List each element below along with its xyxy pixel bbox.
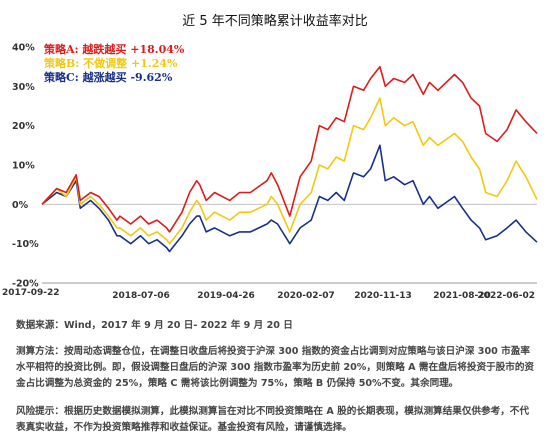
legend-entry: 策略B: 不做调整 +1.24% [43,56,178,70]
data-source-note: 数据来源：Wind，2017 年 9 月 20 日- 2022 年 9 月 20… [16,320,293,331]
y-tick-label: 40% [12,43,35,54]
y-tick-label: 30% [12,82,35,93]
x-tick-label: 2022-06-02 [477,291,535,300]
series-line-2 [41,97,538,245]
y-tick-label: 10% [12,161,35,172]
x-tick-label: 2020-02-07 [277,291,335,300]
legend-entry: 策略A: 越跌越买 +18.04% [43,42,185,56]
y-tick-label: -20% [12,279,39,290]
x-tick-label: 2020-11-13 [354,291,412,300]
y-tick-label: -10% [12,239,39,250]
method-note: 测算方法：按周动态调整仓位，在调整日收盘后将投资于沪深 300 指数的资金占比调… [16,346,535,389]
x-tick-label: 2018-07-06 [112,291,170,300]
series-line-1 [41,65,538,233]
x-tick-label: 2017-09-22 [2,288,60,298]
chart-series [41,65,538,253]
chart-title: 近 5 年不同策略累计收益率对比 [182,14,368,29]
risk-note: 风险提示：根据历史数据模拟测算，此模拟测算旨在对比不同投资策略在 A 股的长期表… [16,406,529,433]
series-line-3 [41,144,538,253]
x-tick-label: 2019-04-26 [197,291,255,300]
y-tick-label: 20% [12,121,35,132]
y-tick-label: 0% [12,200,29,211]
chart-legend: 策略A: 越跌越买 +18.04%策略B: 不做调整 +1.24%策略C: 越涨… [43,42,185,84]
chart-axes: -20% -10% 0% 10% 20% 30% 40% 2017-09-22 2018-07-… [2,43,537,300]
legend-entry: 策略C: 越涨越买 -9.62% [43,70,173,84]
x-tick-label: 2021-08-20 [433,291,491,300]
line-chart: -20% -10% 0% 10% 20% 30% 40% 2017-09-22 2018-07-… [2,42,538,300]
